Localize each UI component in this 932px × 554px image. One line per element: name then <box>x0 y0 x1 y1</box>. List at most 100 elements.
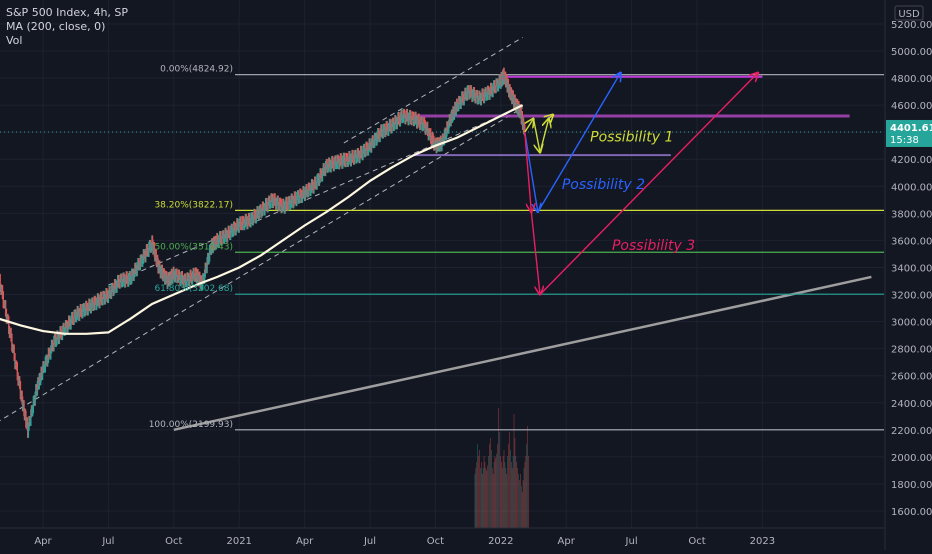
volume-bar <box>516 462 518 528</box>
volume-bar <box>494 456 496 528</box>
moving-average-200 <box>0 104 524 335</box>
volume-bar <box>511 468 513 528</box>
price-tick-label: 1600.00 <box>891 507 932 518</box>
volume-bar <box>491 468 493 528</box>
volume-bar <box>526 444 528 528</box>
price-tick-label: 2400.00 <box>891 399 932 410</box>
price-axis[interactable]: 5200.005000.004800.004600.004400.004200.… <box>884 0 932 550</box>
scenario-label: Possibility 1 <box>590 130 673 146</box>
volume-bar <box>500 462 502 528</box>
price-series <box>0 67 526 438</box>
price-tick-label: 4200.00 <box>891 155 932 166</box>
last-price-value: 4401.61 <box>890 123 932 134</box>
ma-indicator-label[interactable]: MA (200, close, 0) <box>6 20 106 33</box>
price-tick-label: 4000.00 <box>891 182 932 193</box>
volume-bar <box>515 456 517 528</box>
volume-bar <box>513 414 515 528</box>
scenario-arrow <box>549 115 553 119</box>
time-tick-label: Apr <box>296 536 314 547</box>
volume-bar <box>507 456 508 528</box>
volume-bar <box>479 450 480 528</box>
volume-bar <box>483 456 485 528</box>
price-tick-label: 5200.00 <box>891 20 932 31</box>
volume-bar <box>497 444 498 528</box>
price-tick-label: 3400.00 <box>891 263 932 274</box>
volume-bar <box>496 453 498 528</box>
time-axis-background <box>0 528 884 550</box>
volume-bar <box>480 462 482 528</box>
volume-bar <box>492 474 494 528</box>
time-tick-label: Jul <box>101 536 114 547</box>
fib-level-label: 38.20%(3822.17) <box>154 200 233 210</box>
price-tick-label: 3600.00 <box>891 236 932 247</box>
volume-bar <box>525 456 527 528</box>
volume-bar <box>487 465 488 528</box>
time-tick-label: Oct <box>165 536 182 547</box>
volume-bar <box>505 468 507 528</box>
price-tick-label: 2200.00 <box>891 426 932 437</box>
volume-bar <box>501 468 503 528</box>
price-tick-label: 2600.00 <box>891 372 932 383</box>
volume-bar <box>517 468 518 528</box>
price-tick-label: 2800.00 <box>891 345 932 356</box>
volume-bar <box>521 492 523 528</box>
volume-bar <box>490 450 492 528</box>
volume-indicator-label[interactable]: Vol <box>6 34 23 47</box>
price-axis-background <box>884 0 932 550</box>
scenario-label: Possibility 3 <box>612 238 695 254</box>
volume-bar <box>481 474 483 528</box>
volume-bar <box>489 444 490 528</box>
channel-line <box>0 107 523 422</box>
scenario-label: Possibility 2 <box>562 177 645 193</box>
scenario-arrow <box>539 73 758 296</box>
price-tick-label: 5000.00 <box>891 47 932 58</box>
time-tick-label: 2023 <box>750 536 775 547</box>
drawing-lines <box>0 37 884 432</box>
scenario-arrow <box>532 118 541 153</box>
price-tick-label: 1800.00 <box>891 480 932 491</box>
time-tick-label: 2022 <box>488 536 513 547</box>
scenario-arrow <box>539 119 549 153</box>
fib-level-label: 61.80%(3202.68) <box>154 284 233 294</box>
volume-bar <box>509 432 510 528</box>
volume-bar <box>498 408 499 528</box>
volume-bar <box>510 462 512 528</box>
price-tick-label: 3000.00 <box>891 318 932 329</box>
price-tick-label: 3800.00 <box>891 209 932 220</box>
volume-bar <box>520 474 521 528</box>
volume-bar <box>506 474 508 528</box>
currency-label: USD <box>898 9 920 20</box>
time-axis[interactable]: Apr Jul Oct 2021 Apr Jul Oct 2022 Apr Jul Oct 2023 <box>0 527 884 550</box>
volume-bar <box>514 438 516 528</box>
time-tick-label: Apr <box>34 536 52 547</box>
volume-bar <box>475 468 477 528</box>
volume-bar <box>522 480 524 528</box>
time-tick-label: Jul <box>363 536 376 547</box>
fib-level-label: 100.00%(2199.93) <box>149 420 233 430</box>
grid <box>0 0 884 528</box>
price-tick-label: 4800.00 <box>891 74 932 85</box>
volume-bar <box>528 456 529 528</box>
volume-bar <box>474 474 476 528</box>
channel-line <box>343 37 523 144</box>
volume-bar <box>484 462 486 528</box>
volume-bar <box>527 426 528 528</box>
scenario-arrow <box>530 211 540 295</box>
volume-bar <box>488 456 489 528</box>
volume-bar <box>502 456 504 528</box>
volume-bar <box>493 462 495 528</box>
price-tick-label: 2000.00 <box>891 453 932 464</box>
volume-bars <box>474 408 529 528</box>
chart-labels: 0.00%(4824.92) 38.20%(3822.17) 50.00%(3512… <box>149 65 695 430</box>
volume-bar <box>510 450 511 528</box>
symbol-title[interactable]: S&P 500 Index, 4h, SP <box>6 6 129 19</box>
time-tick-label: Oct <box>427 536 444 547</box>
scenario-arrow <box>524 132 538 212</box>
volume-bar <box>519 480 520 528</box>
time-tick-label: Jul <box>625 536 638 547</box>
time-tick-label: Apr <box>558 536 576 547</box>
volume-bar <box>523 468 525 528</box>
